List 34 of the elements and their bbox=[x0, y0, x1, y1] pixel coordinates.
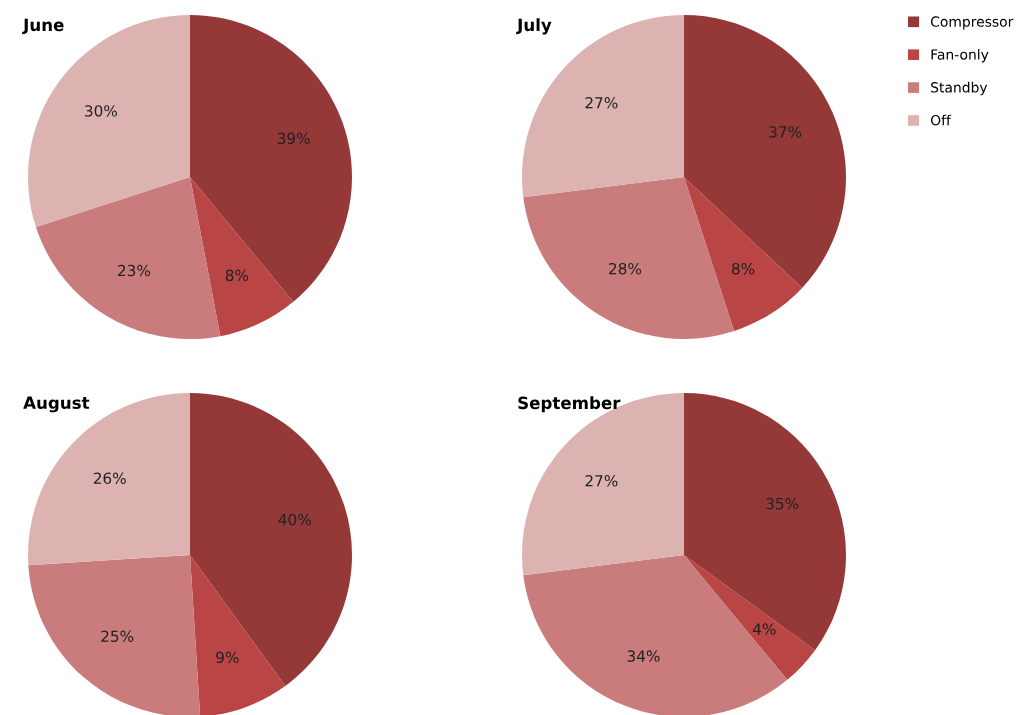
data-label: 8% bbox=[225, 269, 249, 282]
data-label: 35% bbox=[766, 497, 799, 510]
pie-slice bbox=[684, 15, 846, 288]
data-label: 39% bbox=[277, 132, 310, 145]
data-label: 37% bbox=[769, 126, 802, 138]
data-label: 27% bbox=[585, 97, 618, 109]
data-label: 34% bbox=[627, 650, 660, 662]
data-label: 23% bbox=[118, 264, 151, 277]
legend-label: Compressor bbox=[930, 16, 1014, 30]
legend-label: Off bbox=[930, 114, 952, 126]
data-label: 9% bbox=[216, 651, 239, 664]
data-label: 26% bbox=[93, 472, 126, 485]
chart-title: July bbox=[516, 18, 552, 35]
legend-label: Fan-only bbox=[931, 48, 989, 63]
pie-slice bbox=[684, 393, 846, 651]
legend-label: Standby bbox=[931, 81, 988, 96]
pie-slice bbox=[28, 555, 201, 715]
pie-slice bbox=[35, 177, 221, 339]
data-label: 8% bbox=[731, 262, 755, 275]
chart-title: June bbox=[22, 18, 64, 35]
data-label: 40% bbox=[278, 513, 311, 526]
pie-slice bbox=[523, 555, 788, 715]
pie-slice bbox=[190, 15, 352, 302]
data-label: 27% bbox=[585, 475, 618, 487]
pie-slice bbox=[190, 555, 286, 715]
data-label: 30% bbox=[85, 105, 118, 117]
pie-slice bbox=[684, 555, 816, 680]
pie-slice bbox=[190, 177, 294, 337]
data-label: 28% bbox=[609, 262, 642, 275]
chart-title: August bbox=[23, 396, 90, 413]
data-label: 4% bbox=[752, 623, 776, 635]
chart-title: September bbox=[518, 396, 621, 413]
pie-slice bbox=[684, 177, 803, 332]
data-label: 25% bbox=[101, 630, 134, 643]
